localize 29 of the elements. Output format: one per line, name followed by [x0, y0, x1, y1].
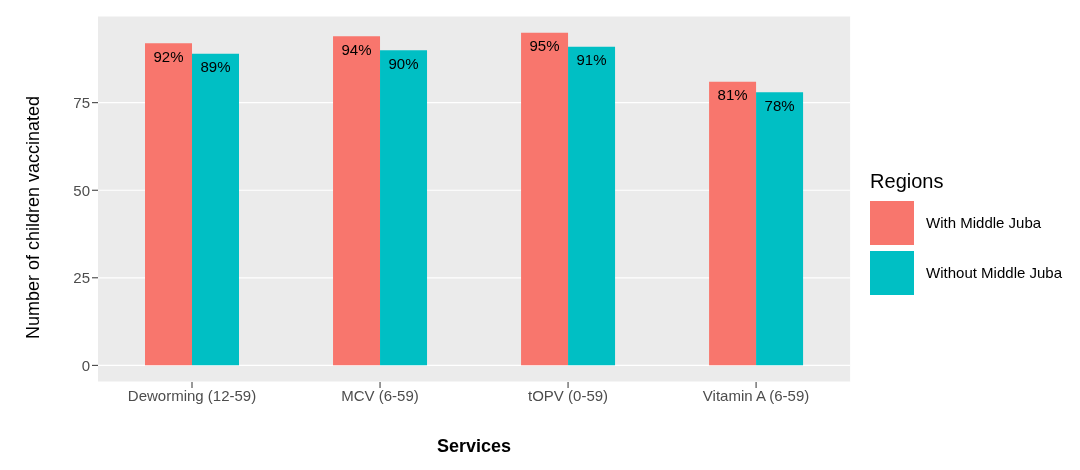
y-axis-title: Number of children vaccinated: [23, 95, 44, 339]
y-tick-label: 25: [73, 269, 90, 287]
x-tick-label: Vitamin A (6-59): [702, 386, 810, 404]
y-tick-label: 75: [73, 94, 90, 112]
x-tick-label: tOPV (0-59): [528, 386, 609, 404]
text: With Middle Juba: [926, 214, 1042, 231]
bar: [756, 92, 804, 366]
x-axis-title: Services: [437, 436, 512, 456]
x-tick-label: MCV (6-59): [341, 386, 419, 404]
text: Without Middle Juba: [926, 264, 1062, 281]
y-tick-label: 50: [73, 181, 90, 199]
data-label: 89%: [200, 58, 231, 76]
data-label: 95%: [529, 37, 560, 55]
y-tick-label: 0: [81, 356, 90, 374]
data-label: 92%: [153, 47, 184, 65]
legend-title: Regions: [870, 169, 945, 193]
data-label: 78%: [764, 96, 795, 114]
bar: [521, 32, 569, 366]
x-tick-label: Deworming (12-59): [127, 386, 257, 404]
bar: [192, 53, 240, 366]
bar: [709, 81, 757, 366]
data-label: 81%: [717, 86, 748, 104]
bar: [145, 43, 193, 366]
bar: [333, 36, 381, 366]
bar: [380, 50, 428, 366]
data-label: 94%: [341, 40, 372, 58]
data-label: 91%: [576, 51, 607, 69]
bar: [568, 46, 616, 366]
data-label: 90%: [388, 54, 419, 72]
